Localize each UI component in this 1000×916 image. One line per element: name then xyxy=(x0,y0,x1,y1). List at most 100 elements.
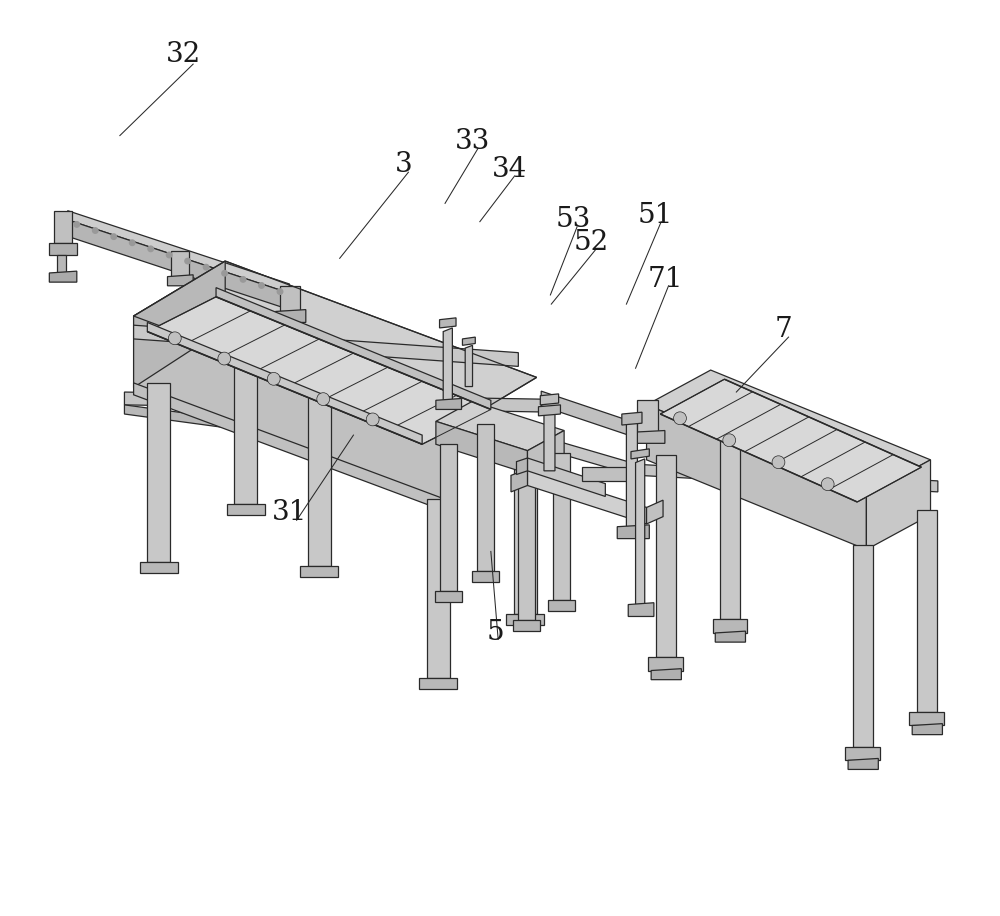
Polygon shape xyxy=(514,444,537,614)
Polygon shape xyxy=(440,444,457,591)
Polygon shape xyxy=(511,469,527,492)
Polygon shape xyxy=(909,712,944,725)
Circle shape xyxy=(259,283,264,289)
Polygon shape xyxy=(582,467,636,481)
Text: 71: 71 xyxy=(647,266,683,293)
Polygon shape xyxy=(518,474,535,620)
Polygon shape xyxy=(715,631,745,642)
Polygon shape xyxy=(648,657,683,671)
Polygon shape xyxy=(124,405,450,458)
Polygon shape xyxy=(713,619,747,633)
Polygon shape xyxy=(49,243,77,255)
Polygon shape xyxy=(134,261,537,432)
Circle shape xyxy=(168,332,181,344)
Circle shape xyxy=(317,393,330,406)
Polygon shape xyxy=(436,421,527,474)
Polygon shape xyxy=(134,261,225,387)
Text: 53: 53 xyxy=(556,206,591,234)
Polygon shape xyxy=(300,566,338,577)
Polygon shape xyxy=(419,678,457,689)
Polygon shape xyxy=(845,747,880,760)
Polygon shape xyxy=(527,458,605,496)
Polygon shape xyxy=(626,417,637,527)
Polygon shape xyxy=(720,418,740,619)
Polygon shape xyxy=(234,325,257,504)
Polygon shape xyxy=(124,392,555,412)
Polygon shape xyxy=(462,337,475,345)
Circle shape xyxy=(218,352,231,365)
Polygon shape xyxy=(68,211,289,293)
Circle shape xyxy=(277,289,283,294)
Circle shape xyxy=(723,434,736,447)
Polygon shape xyxy=(622,412,642,425)
Polygon shape xyxy=(651,669,681,680)
Polygon shape xyxy=(134,383,445,511)
Polygon shape xyxy=(280,286,300,311)
Polygon shape xyxy=(440,318,456,328)
Polygon shape xyxy=(848,758,878,769)
Polygon shape xyxy=(636,459,645,605)
Polygon shape xyxy=(435,591,462,602)
Polygon shape xyxy=(54,211,72,243)
Polygon shape xyxy=(167,275,193,286)
Polygon shape xyxy=(527,431,564,474)
Circle shape xyxy=(772,456,785,469)
Polygon shape xyxy=(276,337,303,350)
Polygon shape xyxy=(140,562,178,572)
Polygon shape xyxy=(866,460,931,550)
Polygon shape xyxy=(630,431,665,443)
Circle shape xyxy=(222,270,227,276)
Polygon shape xyxy=(912,724,942,735)
Polygon shape xyxy=(853,545,873,747)
Text: 5: 5 xyxy=(487,618,504,646)
Text: 51: 51 xyxy=(638,202,673,229)
Polygon shape xyxy=(917,510,937,712)
Polygon shape xyxy=(506,614,544,625)
Polygon shape xyxy=(541,391,642,440)
Circle shape xyxy=(129,240,135,245)
Polygon shape xyxy=(628,603,654,616)
Polygon shape xyxy=(227,504,265,515)
Text: 3: 3 xyxy=(395,151,413,179)
Text: 52: 52 xyxy=(574,229,609,256)
Polygon shape xyxy=(436,398,462,409)
Polygon shape xyxy=(617,525,649,539)
Circle shape xyxy=(674,412,686,425)
Polygon shape xyxy=(656,455,676,657)
Polygon shape xyxy=(49,271,77,282)
Polygon shape xyxy=(540,394,559,405)
Polygon shape xyxy=(436,401,564,451)
Circle shape xyxy=(111,234,117,239)
Polygon shape xyxy=(631,449,649,459)
Polygon shape xyxy=(134,316,445,504)
Polygon shape xyxy=(68,220,289,310)
Circle shape xyxy=(185,258,190,264)
Polygon shape xyxy=(637,400,658,432)
Text: 32: 32 xyxy=(166,41,202,69)
Polygon shape xyxy=(147,297,491,444)
Text: 7: 7 xyxy=(775,316,793,344)
Polygon shape xyxy=(276,310,306,322)
Text: 34: 34 xyxy=(492,156,527,183)
Polygon shape xyxy=(477,424,494,571)
Circle shape xyxy=(93,228,98,234)
Text: 31: 31 xyxy=(272,499,307,527)
Polygon shape xyxy=(472,571,499,582)
Circle shape xyxy=(240,277,246,282)
Polygon shape xyxy=(216,288,491,409)
Circle shape xyxy=(166,252,172,257)
Polygon shape xyxy=(285,322,294,339)
Polygon shape xyxy=(647,370,931,495)
Polygon shape xyxy=(538,405,560,416)
Circle shape xyxy=(267,373,280,386)
Circle shape xyxy=(203,265,209,270)
Polygon shape xyxy=(660,379,921,502)
Polygon shape xyxy=(553,453,570,600)
Polygon shape xyxy=(147,383,170,562)
Polygon shape xyxy=(527,432,637,476)
Polygon shape xyxy=(639,464,938,492)
Polygon shape xyxy=(544,409,555,471)
Circle shape xyxy=(366,413,379,426)
Polygon shape xyxy=(443,328,452,400)
Circle shape xyxy=(148,246,153,252)
